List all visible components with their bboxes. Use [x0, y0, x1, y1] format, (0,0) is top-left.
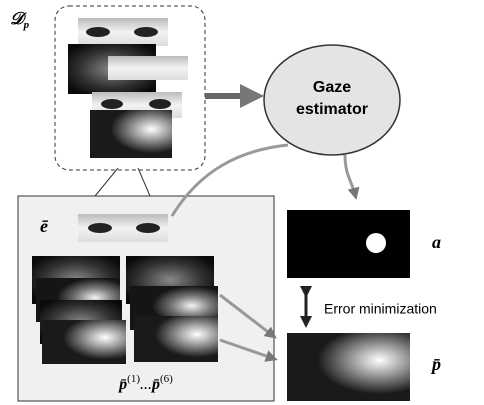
sample-box: ē p̄(1)...p̄(6) — [18, 196, 274, 401]
curve-arrow — [345, 155, 355, 194]
pupil — [86, 27, 110, 37]
pupil — [88, 223, 112, 233]
diagram: 𝒟p Gaze estimator ē p̄(1)...p̄(6) a — [0, 0, 484, 405]
target-map — [287, 210, 410, 278]
label-part: ... — [140, 376, 152, 393]
dataset-label: 𝒟p — [10, 9, 30, 31]
label-part: p — [23, 19, 30, 31]
prediction-map — [287, 333, 410, 401]
estimator-label: Gaze — [313, 79, 351, 96]
pupil — [134, 27, 158, 37]
eye-label: ē — [40, 216, 49, 236]
target-point — [366, 233, 386, 253]
connector — [95, 168, 150, 196]
eye-image — [108, 56, 188, 80]
loss-label: Error minimization — [324, 301, 437, 317]
pupil — [149, 99, 171, 109]
estimator: Gaze estimator — [264, 45, 400, 155]
dataset: 𝒟p — [10, 6, 205, 170]
estimator-node — [264, 45, 400, 155]
heatmap-image — [90, 110, 172, 158]
heatmap-image — [134, 316, 218, 362]
pupil — [101, 99, 123, 109]
label-part: (1) — [127, 373, 140, 385]
prediction-label: p̄ — [430, 354, 441, 374]
estimator-label: estimator — [296, 101, 368, 118]
heatmap-image — [42, 320, 126, 364]
target-label: a — [432, 232, 441, 252]
pupil — [136, 223, 160, 233]
prediction: p̄ — [287, 333, 441, 401]
label-part: p̄ — [117, 376, 127, 393]
label-part: (6) — [160, 373, 173, 385]
label-part: p̄ — [150, 376, 160, 393]
target: a — [287, 210, 441, 278]
